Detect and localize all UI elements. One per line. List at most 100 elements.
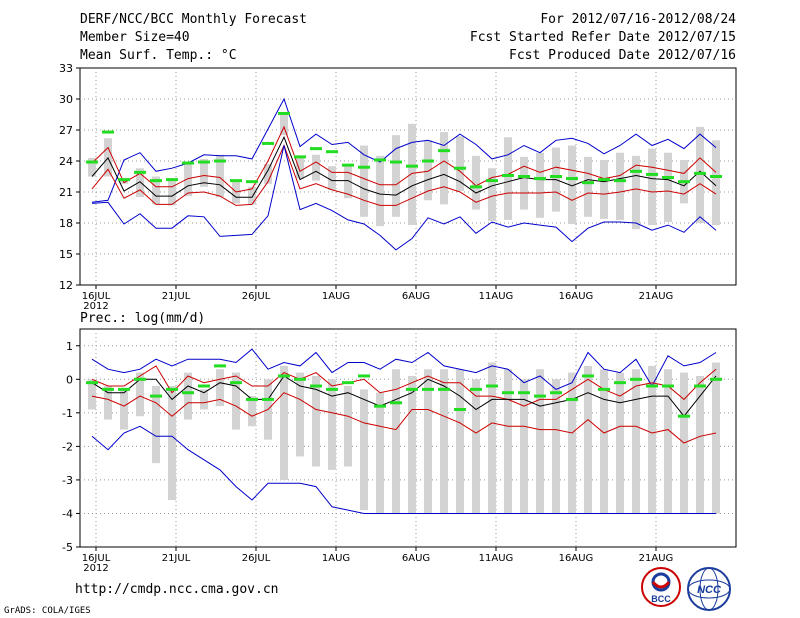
ncc-logo: NCC	[687, 567, 731, 611]
ensemble-box	[344, 386, 352, 467]
ensemble-box	[312, 154, 320, 181]
x-tick-label: 6AUG	[402, 291, 430, 302]
ensemble-box	[376, 155, 384, 227]
ensemble-box	[120, 389, 128, 430]
ensemble-box	[616, 372, 624, 514]
series-line-lower	[91, 144, 717, 206]
ensemble-box	[200, 389, 208, 410]
x-tick-label: 21AUG	[639, 553, 674, 564]
ensemble-box	[568, 145, 576, 225]
forecast-started-label: Fcst Started Refer Date 2012/07/15	[469, 30, 736, 45]
series-line-mean	[91, 135, 717, 198]
ensemble-box	[232, 372, 240, 430]
series-line-max	[91, 348, 717, 390]
ensemble-box	[520, 156, 528, 210]
y-tick-label: 15	[59, 248, 73, 261]
ensemble-box	[392, 135, 400, 217]
x-year-label: 2012	[83, 563, 108, 574]
ensemble-box	[264, 164, 272, 184]
ensemble-box	[424, 140, 432, 201]
ensemble-box	[168, 178, 176, 206]
y-tick-label: 27	[59, 124, 73, 137]
ensemble-box	[424, 369, 432, 514]
x-tick-label: 11AUG	[479, 553, 514, 564]
ensemble-box	[248, 396, 256, 427]
ensemble-box	[536, 369, 544, 514]
y-tick-label: -5	[62, 541, 73, 554]
plot-frame	[79, 67, 737, 286]
ensemble-box	[472, 379, 480, 514]
y-tick-label: 0	[66, 373, 73, 386]
panel-prec: Prec.: log(mm/d) -5 -4 -3 -2 -1 0 1 16JUL 21JUL 26…	[62, 311, 737, 574]
ncc-logo-text: NCC	[697, 584, 722, 596]
source-url[interactable]: http://cmdp.ncc.cma.gov.cn	[75, 582, 279, 597]
ensemble-box	[216, 154, 224, 198]
series-line-upper	[91, 365, 717, 407]
y-tick-label: -2	[62, 440, 73, 453]
ensemble-box	[184, 164, 192, 197]
ensemble-box	[248, 186, 256, 205]
ensemble-box	[152, 386, 160, 464]
series-line-max	[91, 97, 717, 203]
forecast-period-label: For 2012/07/16-2012/08/24	[540, 12, 736, 27]
series-line-lower	[91, 392, 717, 444]
ensemble-box	[696, 126, 704, 223]
y-tick-label: 33	[59, 62, 73, 75]
ensemble-box	[664, 152, 672, 222]
x-tick-label: 16JUL	[82, 553, 111, 564]
ensemble-box	[216, 369, 224, 407]
x-tick-label: 21JUL	[162, 553, 191, 564]
grads-credit: GrADS: COLA/IGES	[4, 606, 91, 616]
y-tick-label: 30	[59, 93, 73, 106]
x-tick-label: 11AUG	[479, 291, 514, 302]
ensemble-box	[344, 166, 352, 199]
ensemble-box	[712, 140, 720, 226]
ensemble-box	[632, 155, 640, 230]
ensemble-box	[536, 152, 544, 218]
x-tick-label: 1AUG	[322, 291, 350, 302]
x-tick-label: 21JUL	[162, 291, 191, 302]
ensemble-box	[712, 362, 720, 514]
ensemble-box	[552, 379, 560, 514]
plot-frame	[79, 328, 737, 548]
ensemble-box	[136, 372, 144, 417]
ensemble-box	[104, 386, 112, 420]
bcc-logo: BCC	[641, 567, 681, 607]
ensemble-box	[472, 155, 480, 210]
ensemble-box	[488, 168, 496, 221]
ensemble-box	[200, 158, 208, 187]
y-tick-label: 24	[59, 155, 73, 168]
y-tick-label: 18	[59, 217, 73, 230]
bcc-logo-text: BCC	[651, 594, 671, 604]
ensemble-box	[280, 365, 288, 480]
ensemble-box	[568, 372, 576, 514]
x-year-label: 2012	[83, 301, 108, 312]
ensemble-box	[280, 113, 288, 136]
ensemble-box	[168, 386, 176, 501]
ensemble-box	[296, 157, 304, 179]
y-tick-label: 12	[59, 279, 73, 292]
ensemble-box	[520, 379, 528, 514]
ensemble-box	[360, 145, 368, 217]
ensemble-box	[600, 369, 608, 514]
ensemble-box	[616, 152, 624, 220]
ensemble-box	[296, 372, 304, 457]
x-tick-label: 1AUG	[322, 553, 350, 564]
forecast-produced-label: Fcst Produced Date 2012/07/16	[509, 48, 736, 63]
y-tick-label: -4	[62, 507, 73, 520]
ensemble-box	[696, 375, 704, 514]
x-tick-label: 16JUL	[82, 291, 111, 302]
ensemble-box	[440, 132, 448, 205]
ensemble-box	[664, 369, 672, 514]
series-line-upper	[91, 125, 717, 193]
y-tick-label: -1	[62, 407, 73, 420]
ensemble-box	[88, 157, 96, 177]
ensemble-box	[408, 375, 416, 514]
series-line-min	[91, 145, 717, 251]
chart-title: DERF/NCC/BCC Monthly Forecast	[80, 12, 307, 27]
ensemble-box	[312, 375, 320, 467]
ensemble-box	[184, 372, 192, 420]
x-tick-label: 16AUG	[559, 553, 594, 564]
precip-panel-title: Prec.: log(mm/d)	[80, 311, 205, 326]
